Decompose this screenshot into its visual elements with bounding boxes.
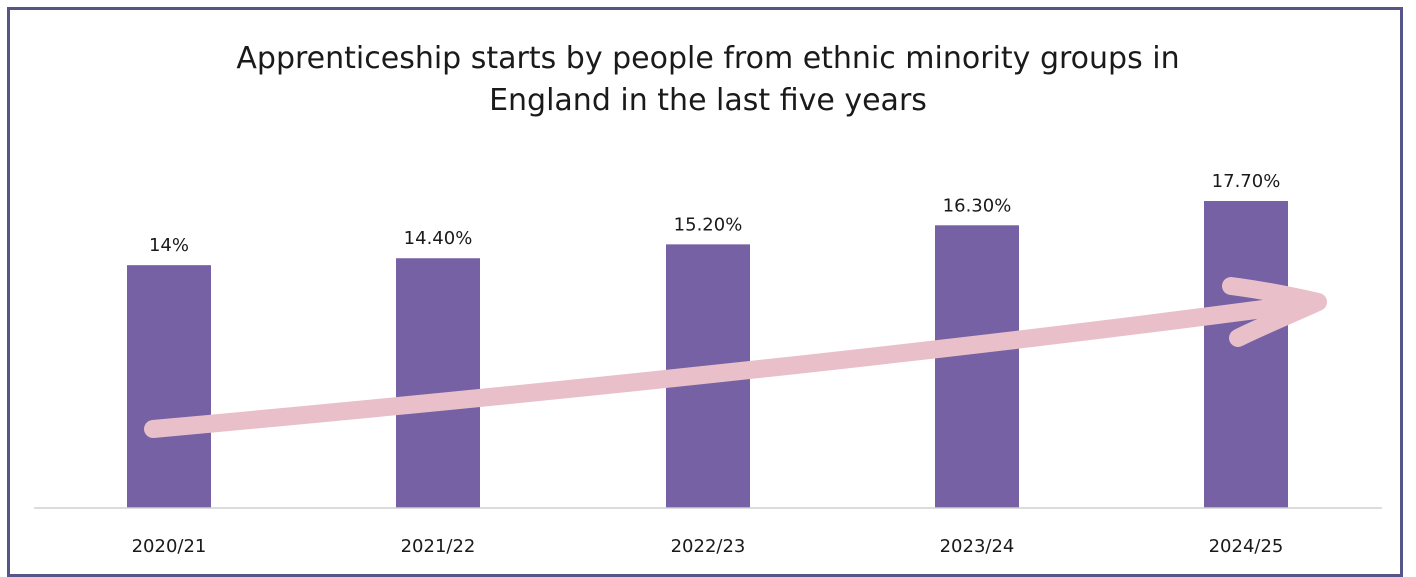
chart-title-line-2: England in the last five years (489, 83, 927, 118)
category-label: 2021/22 (401, 536, 476, 557)
category-label: 2020/21 (132, 536, 207, 557)
chart-title: Apprenticeship starts by people from eth… (0, 38, 1416, 122)
category-label: 2022/23 (671, 536, 746, 557)
trend-arrow-head (1222, 277, 1327, 347)
bar-2024-25 (1204, 201, 1288, 508)
data-label: 14% (149, 235, 189, 256)
chart-title-line-1: Apprenticeship starts by people from eth… (236, 41, 1180, 76)
bar-2023-24 (935, 225, 1019, 509)
data-label: 15.20% (674, 214, 743, 235)
trend-arrow (144, 277, 1327, 438)
category-label: 2024/25 (1209, 536, 1284, 557)
bars-group (127, 201, 1288, 509)
bar-2020-21 (127, 265, 211, 508)
data-label: 17.70% (1212, 171, 1281, 192)
category-labels-group: 2020/21 2021/22 2022/23 2023/24 2024/25 (132, 536, 1284, 557)
data-label: 16.30% (943, 195, 1012, 216)
data-labels-group: 14% 14.40% 15.20% 16.30% 17.70% (149, 171, 1280, 256)
category-label: 2023/24 (940, 536, 1015, 557)
data-label: 14.40% (404, 228, 473, 249)
bar-2021-22 (396, 258, 480, 508)
trend-arrow-shaft (144, 293, 1325, 438)
bar-chart: 14% 14.40% 15.20% 16.30% 17.70% 2020/21 2021/… (34, 171, 1382, 557)
